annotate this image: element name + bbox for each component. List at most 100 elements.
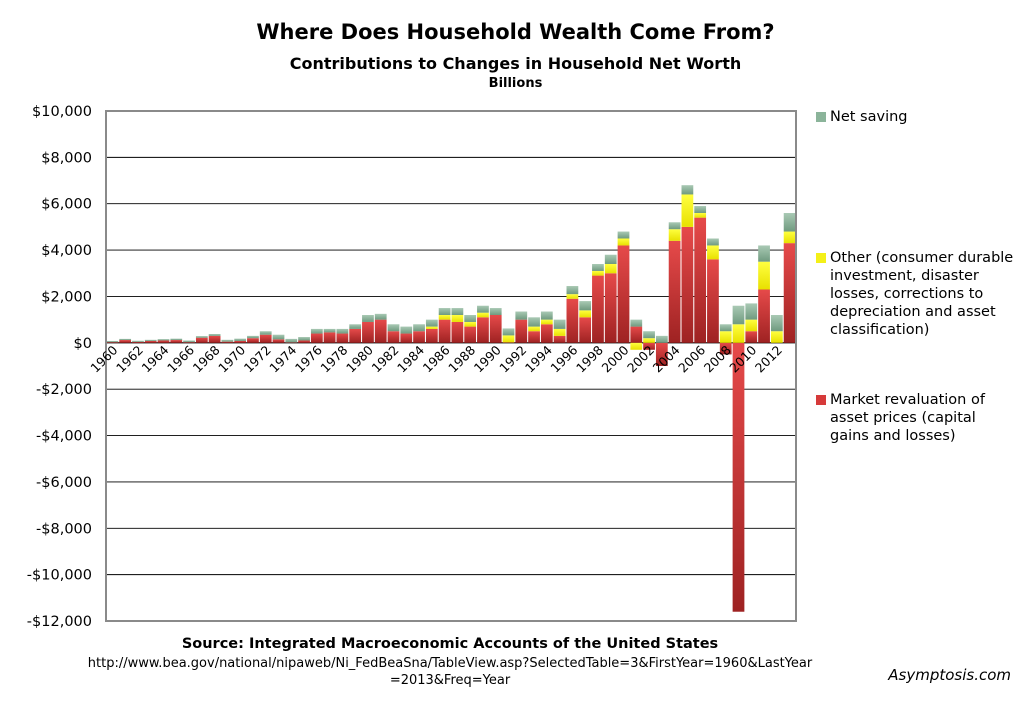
x-tick-label: 1990	[471, 342, 504, 375]
bar-other	[438, 315, 451, 320]
y-tick-label: -$8,000	[36, 521, 92, 537]
bar-net-saving	[719, 324, 732, 332]
bar-other	[464, 321, 477, 327]
bar-net-saving	[106, 340, 119, 343]
bar-net-saving	[413, 324, 425, 332]
bar-other	[630, 342, 643, 350]
x-tick-label: 1986	[420, 342, 453, 375]
bar-net-saving	[630, 319, 643, 327]
bar-market-revaluation	[247, 338, 259, 343]
bar-net-saving	[528, 317, 540, 327]
bar-market-revaluation	[489, 315, 502, 343]
legend-label-other: Other (consumer durable investment, disa…	[830, 250, 1014, 338]
bar-other	[592, 270, 604, 276]
bar-market-revaluation	[362, 321, 374, 343]
bar-market-revaluation	[259, 334, 272, 343]
x-tick-label: 1972	[241, 342, 274, 375]
bar-other	[502, 335, 515, 343]
bar-net-saving	[668, 222, 681, 230]
y-tick-label: -$12,000	[27, 614, 92, 630]
y-tick-label: -$4,000	[36, 429, 92, 445]
bar-market-revaluation	[630, 326, 643, 343]
bar-net-saving	[272, 334, 285, 340]
credit-label: Asymptosis.com	[888, 666, 1011, 684]
x-tick-label: 1984	[394, 342, 427, 375]
legend-item-net-saving: Net saving	[816, 108, 1016, 126]
bar-net-saving	[566, 286, 579, 295]
bar-market-revaluation	[643, 342, 655, 350]
bar-net-saving	[681, 185, 694, 195]
source-url-line-1: http://www.bea.gov/national/nipaweb/Ni_F…	[87, 656, 813, 671]
bar-net-saving	[298, 337, 310, 341]
legend-swatch-market-revaluation	[816, 395, 826, 405]
bar-other	[579, 310, 592, 318]
bar-net-saving	[643, 331, 655, 339]
bar-market-revaluation	[157, 340, 170, 343]
x-axis-labels: 1960196219641966196819701972197419761978…	[87, 342, 785, 375]
bar-other	[758, 261, 770, 290]
legend-swatch-net-saving	[816, 112, 826, 122]
plot-border	[105, 110, 797, 622]
legend-label-market-revaluation: Market revaluation of asset prices (capi…	[830, 392, 985, 444]
bar-other	[643, 338, 655, 343]
bar-market-revaluation	[285, 342, 298, 343]
bar-other	[732, 324, 745, 343]
x-tick-label: 1982	[369, 342, 402, 375]
legend-item-other: Other (consumer durable investment, disa…	[816, 249, 1016, 339]
bar-net-saving	[374, 313, 387, 320]
bar-market-revaluation	[707, 259, 719, 343]
x-tick-label: 1964	[139, 342, 172, 375]
source-url: http://www.bea.gov/national/nipaweb/Ni_F…	[30, 655, 870, 689]
bar-market-revaluation	[298, 340, 310, 343]
bar-market-revaluation	[732, 342, 745, 612]
source-note: Source: Integrated Macroeconomic Account…	[181, 636, 719, 652]
bar-net-saving	[783, 213, 796, 232]
bar-other	[528, 326, 540, 332]
bar-market-revaluation	[745, 331, 758, 343]
y-tick-label: -$10,000	[27, 568, 92, 584]
bar-market-revaluation	[234, 340, 247, 343]
x-tick-label: 1992	[496, 342, 529, 375]
bar-other	[770, 331, 783, 343]
bar-market-revaluation	[758, 289, 770, 343]
bar-market-revaluation	[387, 331, 400, 343]
bar-net-saving	[655, 335, 668, 343]
bar-other	[617, 238, 630, 246]
bar-net-saving	[592, 264, 604, 271]
bar-market-revaluation	[515, 319, 528, 343]
bar-market-revaluation	[400, 333, 413, 343]
bar-net-saving	[183, 340, 195, 343]
x-tick-label: 1994	[522, 342, 555, 375]
bar-market-revaluation	[425, 328, 438, 343]
y-tick-label: $2,000	[41, 289, 92, 305]
bar-net-saving	[234, 338, 247, 341]
x-tick-label: 1988	[445, 342, 478, 375]
bar-other	[719, 331, 732, 343]
x-tick-label: 1966	[164, 342, 197, 375]
bar-market-revaluation	[540, 324, 553, 343]
x-tick-label: 1970	[215, 342, 248, 375]
bar-market-revaluation	[604, 273, 617, 343]
bar-net-saving	[732, 305, 745, 325]
bar-market-revaluation	[349, 328, 362, 343]
bar-market-revaluation	[617, 245, 630, 343]
bar-market-revaluation	[272, 339, 285, 343]
y-tick-label: -$2,000	[36, 382, 92, 398]
bars	[106, 185, 796, 612]
bar-market-revaluation	[106, 342, 119, 343]
legend-item-market-revaluation: Market revaluation of asset prices (capi…	[816, 391, 1016, 445]
bar-net-saving	[617, 231, 630, 239]
bar-market-revaluation	[195, 337, 208, 343]
bar-net-saving	[195, 336, 208, 338]
plot-frame	[105, 110, 797, 622]
bar-market-revaluation	[310, 333, 323, 343]
bar-other	[707, 245, 719, 260]
bar-other	[425, 326, 438, 329]
x-tick-label: 1998	[573, 342, 606, 375]
y-tick-label: $8,000	[41, 150, 92, 166]
bar-net-saving	[502, 328, 515, 336]
bar-market-revaluation	[502, 342, 515, 343]
bar-net-saving	[323, 328, 336, 333]
bar-other	[451, 315, 464, 322]
